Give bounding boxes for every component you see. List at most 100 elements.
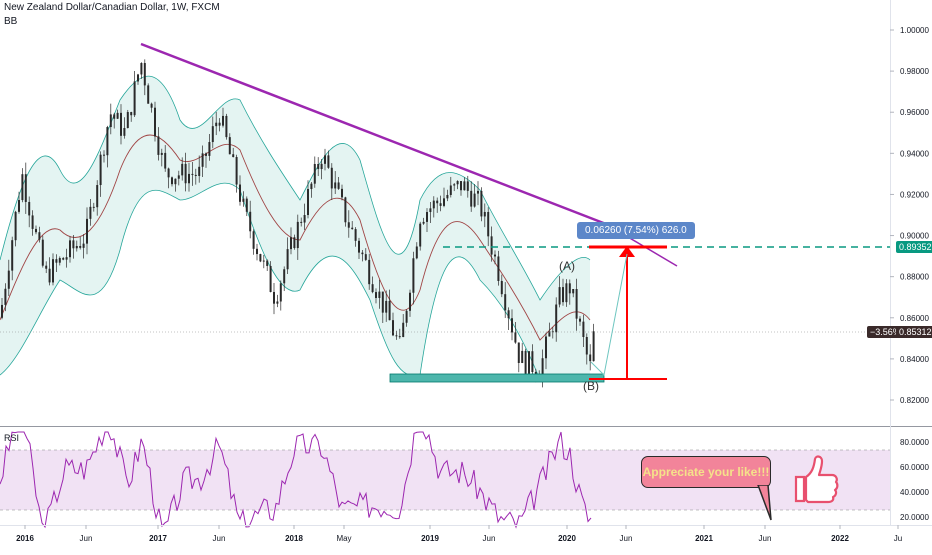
candle-body xyxy=(354,229,357,241)
chart-title: New Zealand Dollar/Canadian Dollar, 1W, … xyxy=(4,2,220,13)
time-tick-label: 2019 xyxy=(421,534,439,543)
candle-body xyxy=(579,318,581,322)
candle-body xyxy=(205,153,207,156)
candle-body xyxy=(21,174,24,201)
time-tick-label: May xyxy=(336,534,351,543)
candle-body xyxy=(341,188,343,198)
candle-body xyxy=(72,240,75,249)
candle-body xyxy=(48,268,51,283)
rsi-axis[interactable]: 80.0000 60.0000 40.0000 20.0000 xyxy=(900,438,929,522)
candle-body xyxy=(228,137,231,155)
candle-body xyxy=(511,318,513,333)
candle-body xyxy=(239,184,241,202)
candle-body xyxy=(273,291,275,304)
price-tick-label: 0.82000 xyxy=(900,396,929,405)
candle-body xyxy=(7,270,10,289)
candle-body xyxy=(514,332,517,343)
candle-body xyxy=(477,190,479,194)
rsi-tick-label: 80.0000 xyxy=(900,438,929,447)
candle-body xyxy=(415,246,418,259)
candle-body xyxy=(446,194,449,199)
candle-body xyxy=(116,112,119,119)
candle-body xyxy=(398,336,401,338)
time-tick-label: 2021 xyxy=(695,534,713,543)
candle-body xyxy=(439,203,442,206)
measure-label[interactable]: 0.06260 (7.54%) 626.0 xyxy=(577,222,695,239)
candle-body xyxy=(103,154,105,156)
candle-body xyxy=(35,228,37,233)
candle-body xyxy=(160,152,163,155)
main-pane[interactable] xyxy=(0,0,890,426)
candle-body xyxy=(460,181,462,191)
time-tick-label: 2020 xyxy=(558,534,576,543)
candle-body xyxy=(317,163,320,170)
candle-body xyxy=(324,155,326,164)
candle-body xyxy=(592,331,595,362)
candle-body xyxy=(303,215,306,223)
measure-arrow-head xyxy=(619,246,635,257)
bollinger-lower xyxy=(0,182,591,381)
candle-body xyxy=(79,245,82,248)
candle-body xyxy=(286,249,289,270)
wave-b-label: (B) xyxy=(583,379,599,393)
candle-body xyxy=(327,155,330,168)
change-percent-badge: −3.56% xyxy=(867,326,904,338)
candle-body xyxy=(62,258,65,260)
candle-body xyxy=(191,173,194,175)
candle-body xyxy=(483,211,486,217)
candle-body xyxy=(582,321,585,338)
like-callout: Appreciate your like!!! xyxy=(641,456,771,488)
candle-body xyxy=(69,240,71,258)
time-axis[interactable]: 2016 Jun 2017 Jun 2018 May 2019 Jun 2020 Jun 2021 J… xyxy=(16,525,902,543)
candle-body xyxy=(497,256,500,281)
candle-body xyxy=(283,269,286,284)
candle-body xyxy=(558,287,561,305)
price-tick-label: 0.86000 xyxy=(900,314,929,323)
candle-body xyxy=(4,288,7,305)
candle-body xyxy=(143,63,146,86)
time-tick-label: 2018 xyxy=(285,534,303,543)
candle-body xyxy=(307,189,309,216)
candle-body xyxy=(463,181,466,191)
candle-body xyxy=(293,237,296,249)
candle-body xyxy=(157,136,160,155)
time-tick-label: Jun xyxy=(620,534,633,543)
candle-body xyxy=(262,260,265,262)
candle-body xyxy=(449,185,452,195)
wave-a-label: (A) xyxy=(559,259,575,273)
candles-group xyxy=(1,59,595,388)
support-zone[interactable] xyxy=(389,373,605,383)
rsi-tick-label: 20.0000 xyxy=(900,513,929,522)
time-tick-label: 2022 xyxy=(831,534,849,543)
candle-body xyxy=(86,218,88,244)
candle-body xyxy=(150,103,153,108)
candle-body xyxy=(565,283,568,303)
candle-body xyxy=(181,163,184,176)
bollinger-band-fill xyxy=(0,76,590,380)
candle-body xyxy=(548,331,551,337)
price-axis[interactable]: 1.00000 0.98000 0.96000 0.94000 0.92000 0.900… xyxy=(890,26,929,405)
candle-body xyxy=(500,280,503,295)
candle-body xyxy=(31,215,34,229)
candle-body xyxy=(453,184,456,186)
candle-body xyxy=(361,252,364,255)
candle-body xyxy=(330,167,333,189)
candle-body xyxy=(337,182,340,189)
candle-body xyxy=(589,354,592,362)
candle-body xyxy=(256,248,258,255)
price-tick-label: 0.84000 xyxy=(900,355,929,364)
candle-body xyxy=(269,265,272,292)
current-price-badge: 0.85312 xyxy=(896,326,932,338)
candle-body xyxy=(188,173,190,184)
candle-body xyxy=(201,153,204,167)
candle-body xyxy=(409,292,411,311)
candle-body xyxy=(575,289,578,319)
candle-body xyxy=(344,197,347,223)
candle-body xyxy=(242,198,245,202)
price-tick-label: 0.98000 xyxy=(900,67,929,76)
candle-body xyxy=(541,358,544,379)
candle-body xyxy=(585,337,588,355)
candle-body xyxy=(75,245,78,249)
candle-body xyxy=(334,182,337,189)
